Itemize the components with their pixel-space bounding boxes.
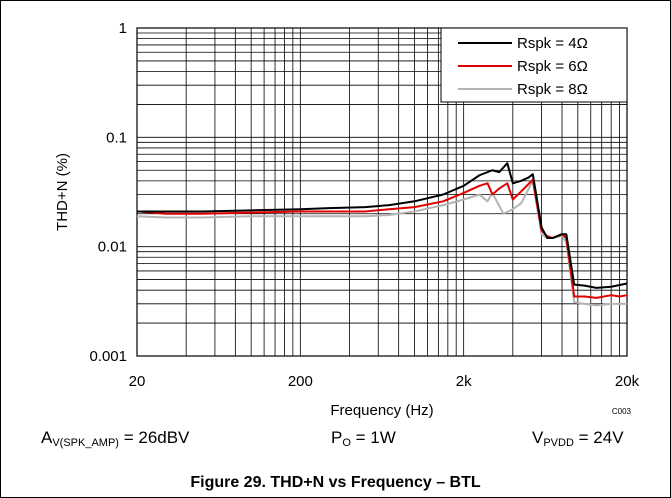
series-line-rspk-6- [136,178,628,299]
x-tick-label: 20k [615,373,640,390]
y-tick-label: 0.1 [106,129,127,146]
gain-condition: AV(SPK_AMP) = 26dBV [41,428,190,449]
x-axis-label: Frequency (Hz) [330,402,433,419]
legend-label: Rspk = 6Ω [517,58,588,75]
series-line-rspk-8- [136,179,627,307]
legend-label: Rspk = 4Ω [517,35,588,52]
figure-caption: Figure 29. THD+N vs Frequency – BTL [190,474,481,491]
y-tick-label: 1 [119,20,127,37]
chart-code-annotation: C003 [612,407,632,416]
supply-voltage-condition: VPVDD = 24V [532,428,624,449]
x-tick-label: 200 [288,373,313,390]
series-line-rspk-4- [137,162,628,289]
x-tick-label: 20 [129,373,146,390]
legend: Rspk = 4Ω Rspk = 6Ω Rspk = 8Ω [440,27,628,103]
y-tick-label: 0.001 [89,348,127,365]
y-axis-label: THD+N (%) [54,153,71,231]
output-power-condition: PO = 1W [331,428,396,449]
y-tick-label: 0.01 [98,239,127,256]
grid-lines [137,28,627,356]
x-tick-label: 2k [456,373,472,390]
legend-label: Rspk = 8Ω [517,81,588,98]
plot-area-border [136,27,628,357]
